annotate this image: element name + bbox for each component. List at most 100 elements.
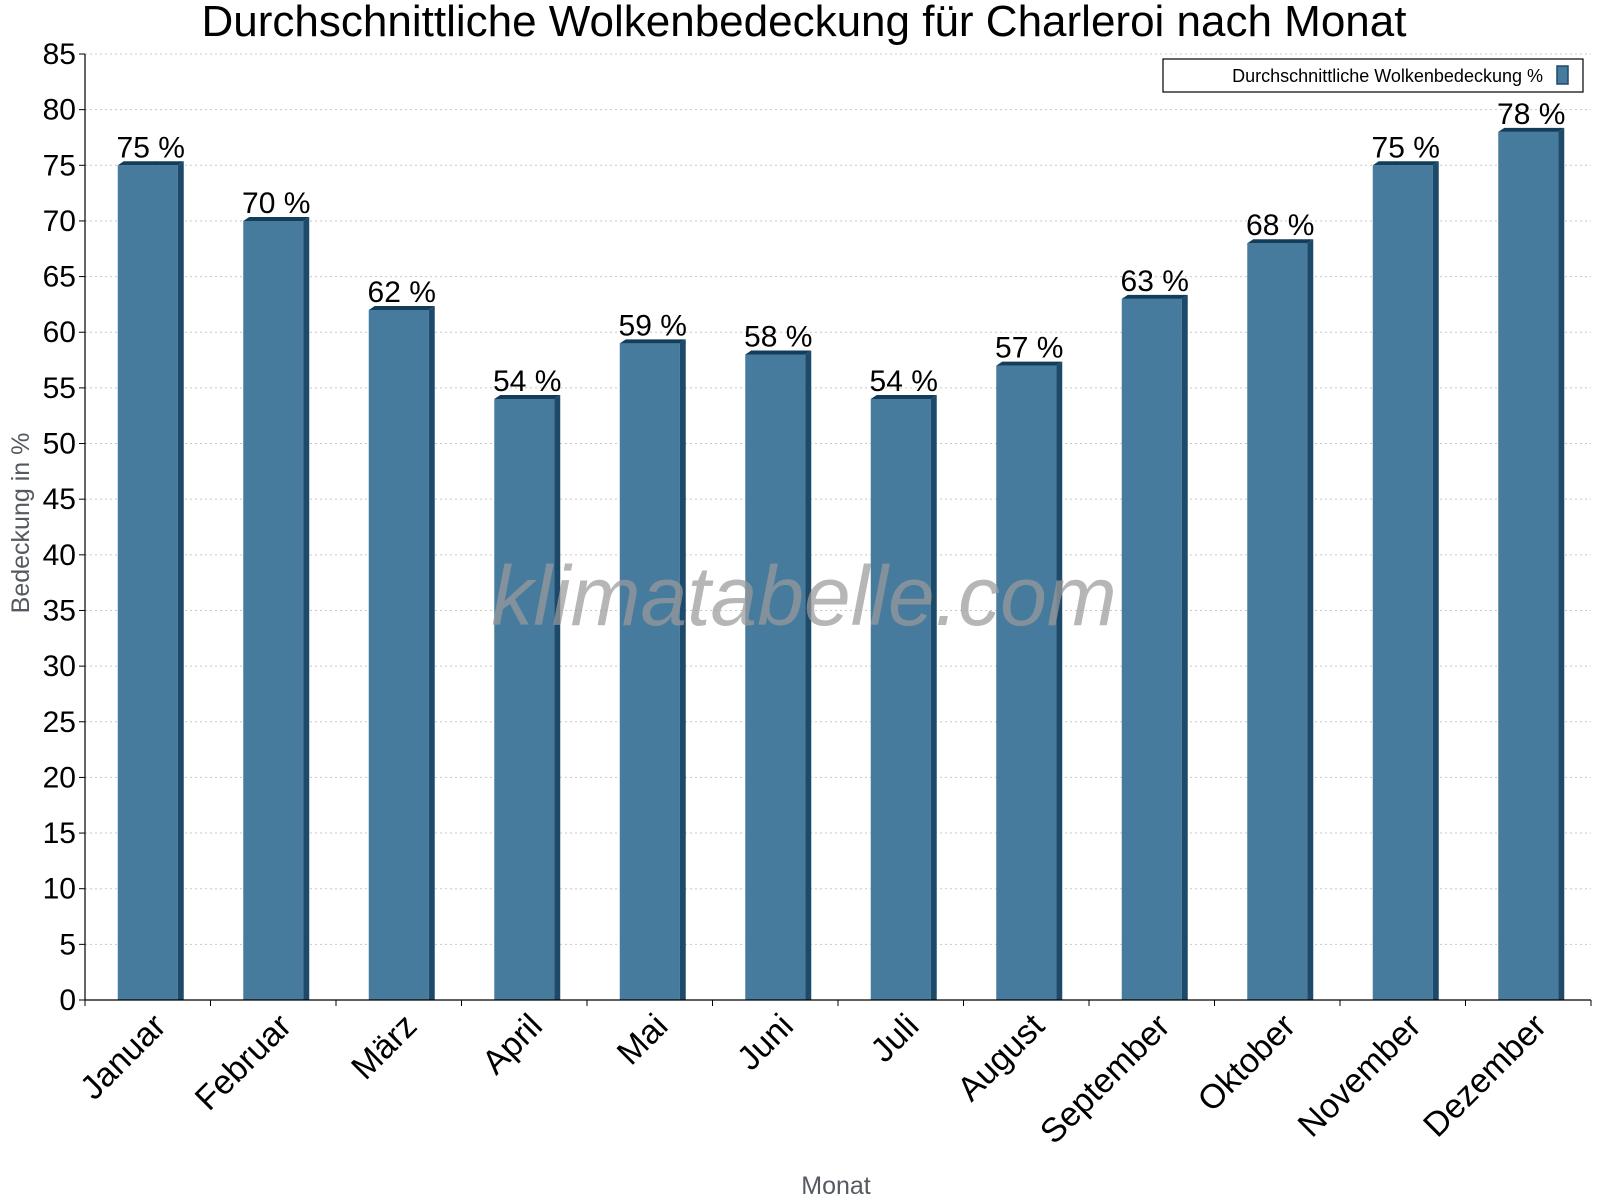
x-axis-ticks: Januar Februar März April Mai Juni Juli AugustS…	[73, 1000, 1592, 1151]
data-label: 62 %	[368, 276, 436, 309]
x-tick-label: Februar	[188, 1007, 299, 1118]
bar-face	[1121, 298, 1182, 1000]
bar	[243, 216, 310, 1001]
legend: Durchschnittliche Wolkenbedeckung %	[1162, 58, 1584, 93]
data-label: 78 %	[1497, 98, 1565, 131]
bar-face	[494, 399, 555, 1000]
bar-side	[930, 395, 937, 1000]
bar-face	[1498, 131, 1559, 1000]
bar-face	[996, 365, 1057, 1000]
y-tick-label: 75	[43, 149, 76, 182]
bar-face	[243, 220, 304, 1001]
bar-top	[1372, 161, 1439, 166]
y-axis-label: Bedeckung in %	[7, 433, 35, 614]
bar-side	[1056, 361, 1063, 1000]
data-label: 54 %	[870, 365, 938, 398]
y-tick-label: 50	[43, 428, 76, 461]
bar-top	[745, 350, 812, 355]
bar-top	[996, 361, 1063, 366]
chart-title: Durchschnittliche Wolkenbedeckung für Ch…	[202, 0, 1407, 46]
axes	[84, 54, 1591, 1001]
data-label: 58 %	[744, 320, 812, 353]
bar	[1498, 127, 1565, 1000]
y-axis-ticks: 0 5 10 15 20 25 30 35 40 45 50 55 60 65 70 75 80 85	[43, 38, 85, 1017]
y-tick-label: 5	[59, 928, 76, 961]
y-tick-label: 60	[43, 316, 76, 349]
x-axis-label: Monat	[801, 1172, 871, 1200]
data-label: 54 %	[493, 365, 561, 398]
y-tick-label: 65	[43, 261, 76, 294]
bar	[368, 305, 435, 1001]
bar-top	[368, 305, 435, 310]
y-tick-label: 40	[43, 539, 76, 572]
bar-face	[1247, 243, 1308, 1000]
bar-side	[1432, 161, 1439, 1000]
bar-side	[1181, 294, 1188, 1000]
x-tick-label: Mai	[610, 1007, 676, 1073]
bar	[1372, 161, 1439, 1000]
x-tick-label: Juli	[863, 1007, 926, 1070]
bar-top	[1121, 294, 1188, 299]
bar-top	[1247, 239, 1314, 244]
bar-side	[679, 339, 686, 1000]
data-label: 68 %	[1246, 209, 1314, 242]
bar-side	[805, 350, 812, 1000]
x-tick-label: April	[475, 1007, 550, 1082]
bar	[996, 361, 1063, 1000]
data-label: 57 %	[995, 332, 1063, 365]
data-label: 63 %	[1121, 265, 1189, 298]
x-tick-label: August	[950, 1006, 1052, 1108]
bar-top	[117, 161, 184, 166]
y-tick-label: 15	[43, 817, 76, 850]
bar	[870, 395, 937, 1000]
y-tick-label: 35	[43, 594, 76, 627]
bar-top	[243, 216, 310, 221]
x-tick-label: Oktober	[1191, 1007, 1303, 1119]
bar-top	[619, 339, 686, 344]
bar-face	[117, 165, 178, 1000]
y-tick-label: 80	[43, 94, 76, 127]
y-tick-label: 10	[43, 873, 76, 906]
bar-face	[745, 354, 806, 1000]
y-tick-label: 30	[43, 650, 76, 683]
bar-side	[428, 305, 435, 1001]
y-tick-label: 45	[43, 483, 76, 516]
y-tick-label: 85	[43, 38, 76, 71]
bar	[1121, 294, 1188, 1000]
legend-box	[1162, 58, 1584, 93]
data-labels: 75 % 70 % 62 % 54 % 59 % 58 % 54 % 57 % 63 % 68 %…	[117, 98, 1566, 398]
bar	[745, 350, 812, 1000]
bars	[117, 127, 1565, 1001]
grid-lines	[85, 53, 1591, 945]
x-tick-label: März	[344, 1007, 424, 1087]
bar-side	[554, 395, 561, 1000]
legend-swatch	[1556, 65, 1569, 85]
x-tick-label: Juni	[730, 1007, 801, 1078]
y-tick-label: 70	[43, 205, 76, 238]
bar-side	[1558, 127, 1565, 1000]
legend-label: Durchschnittliche Wolkenbedeckung %	[1232, 66, 1543, 86]
watermark-text: klimatabelle.com	[491, 549, 1117, 643]
bar	[494, 395, 561, 1000]
bar-top	[494, 395, 561, 400]
y-tick-label: 25	[43, 706, 76, 739]
bar-top	[870, 395, 937, 400]
y-tick-label: 55	[43, 372, 76, 405]
x-tick-label: November	[1291, 1007, 1429, 1145]
y-tick-label: 0	[59, 984, 76, 1017]
bar-face	[368, 309, 429, 1001]
x-tick-label: Dezember	[1416, 1007, 1554, 1145]
bar	[117, 161, 184, 1000]
bar-side	[177, 161, 184, 1000]
data-label: 70 %	[242, 187, 310, 220]
bar-face	[1372, 165, 1433, 1000]
bar-face	[619, 343, 680, 1000]
x-tick-label: Januar	[73, 1007, 173, 1107]
data-label: 59 %	[619, 309, 687, 342]
bar-top	[1498, 127, 1565, 132]
data-label: 75 %	[1372, 131, 1440, 164]
bar	[619, 339, 686, 1000]
bar	[1247, 239, 1314, 1000]
data-label: 75 %	[117, 131, 185, 164]
